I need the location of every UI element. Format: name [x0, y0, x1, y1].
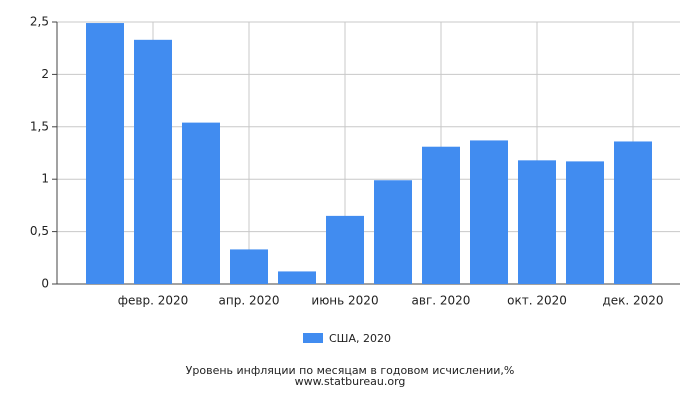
bar — [134, 39, 172, 285]
bar — [518, 160, 556, 284]
bar — [86, 23, 124, 284]
bar — [326, 215, 364, 284]
bar — [470, 140, 508, 284]
x-tick-label: июнь 2020 — [311, 294, 378, 308]
x-tick-label: апр. 2020 — [219, 294, 280, 308]
y-tick-label: 2 — [41, 67, 49, 81]
bar — [278, 271, 316, 284]
y-tick-label: 2,5 — [30, 15, 49, 29]
x-tick-label: окт. 2020 — [507, 294, 567, 308]
bar — [230, 249, 268, 284]
bar — [182, 122, 220, 284]
bar — [374, 180, 412, 284]
legend-swatch — [303, 333, 323, 343]
bar — [614, 141, 652, 284]
chart-title: Уровень инфляции по месяцам в годовом ис… — [186, 364, 515, 377]
x-tick-label: авг. 2020 — [412, 294, 471, 308]
y-tick-label: 1,5 — [30, 119, 49, 133]
x-tick-label: февр. 2020 — [118, 294, 189, 308]
chart-source: www.statbureau.org — [295, 375, 406, 388]
x-tick-label: дек. 2020 — [602, 294, 663, 308]
y-tick-label: 0 — [41, 277, 49, 291]
y-tick-label: 1 — [41, 172, 49, 186]
bar — [422, 146, 460, 284]
y-tick-label: 0,5 — [30, 224, 49, 238]
legend-label: США, 2020 — [329, 332, 391, 345]
bar — [566, 161, 604, 284]
